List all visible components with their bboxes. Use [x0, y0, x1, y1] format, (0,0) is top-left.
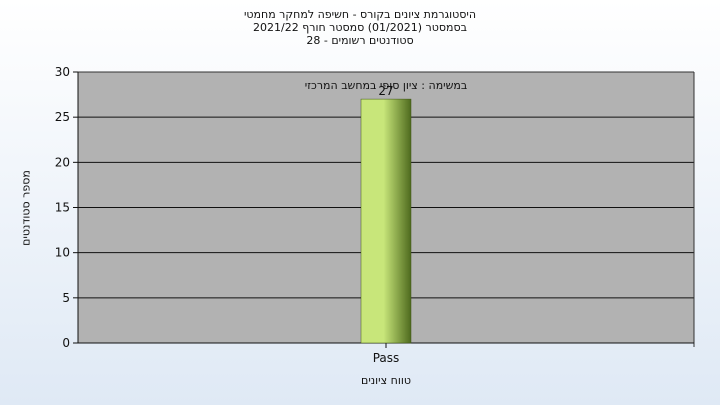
y-tick-label: 20 [55, 155, 70, 169]
y-tick-label: 5 [62, 291, 70, 305]
y-tick-label: 10 [55, 246, 70, 260]
chart-title-line-3: סטודנטים רשומים - 28 [306, 34, 414, 47]
bar-data-label: 27 [378, 84, 393, 98]
chart-title-line-1: היסטוגרמת ציונים בקורס - חשיפה למחקר מחמ… [243, 8, 477, 21]
y-axis-label: מספר סטודנטים [19, 170, 33, 246]
y-tick-label: 15 [55, 201, 70, 215]
x-tick-label: Pass [373, 351, 400, 365]
y-tick-label: 0 [62, 336, 70, 350]
chart-annotation: במשימה : ציון סופי במחשב המרכזי [305, 79, 468, 92]
bar [360, 98, 412, 344]
chart-title: היסטוגרמת ציונים בקורס - חשיפה למחקר מחמ… [0, 8, 720, 47]
x-axis-label: טווח ציונים [361, 374, 411, 387]
chart-title-line-2: בסמסטר (01/2021) סמסטר חורף 2021/22 [253, 21, 467, 34]
y-tick-label: 25 [55, 110, 70, 124]
y-tick-label: 30 [55, 65, 70, 79]
